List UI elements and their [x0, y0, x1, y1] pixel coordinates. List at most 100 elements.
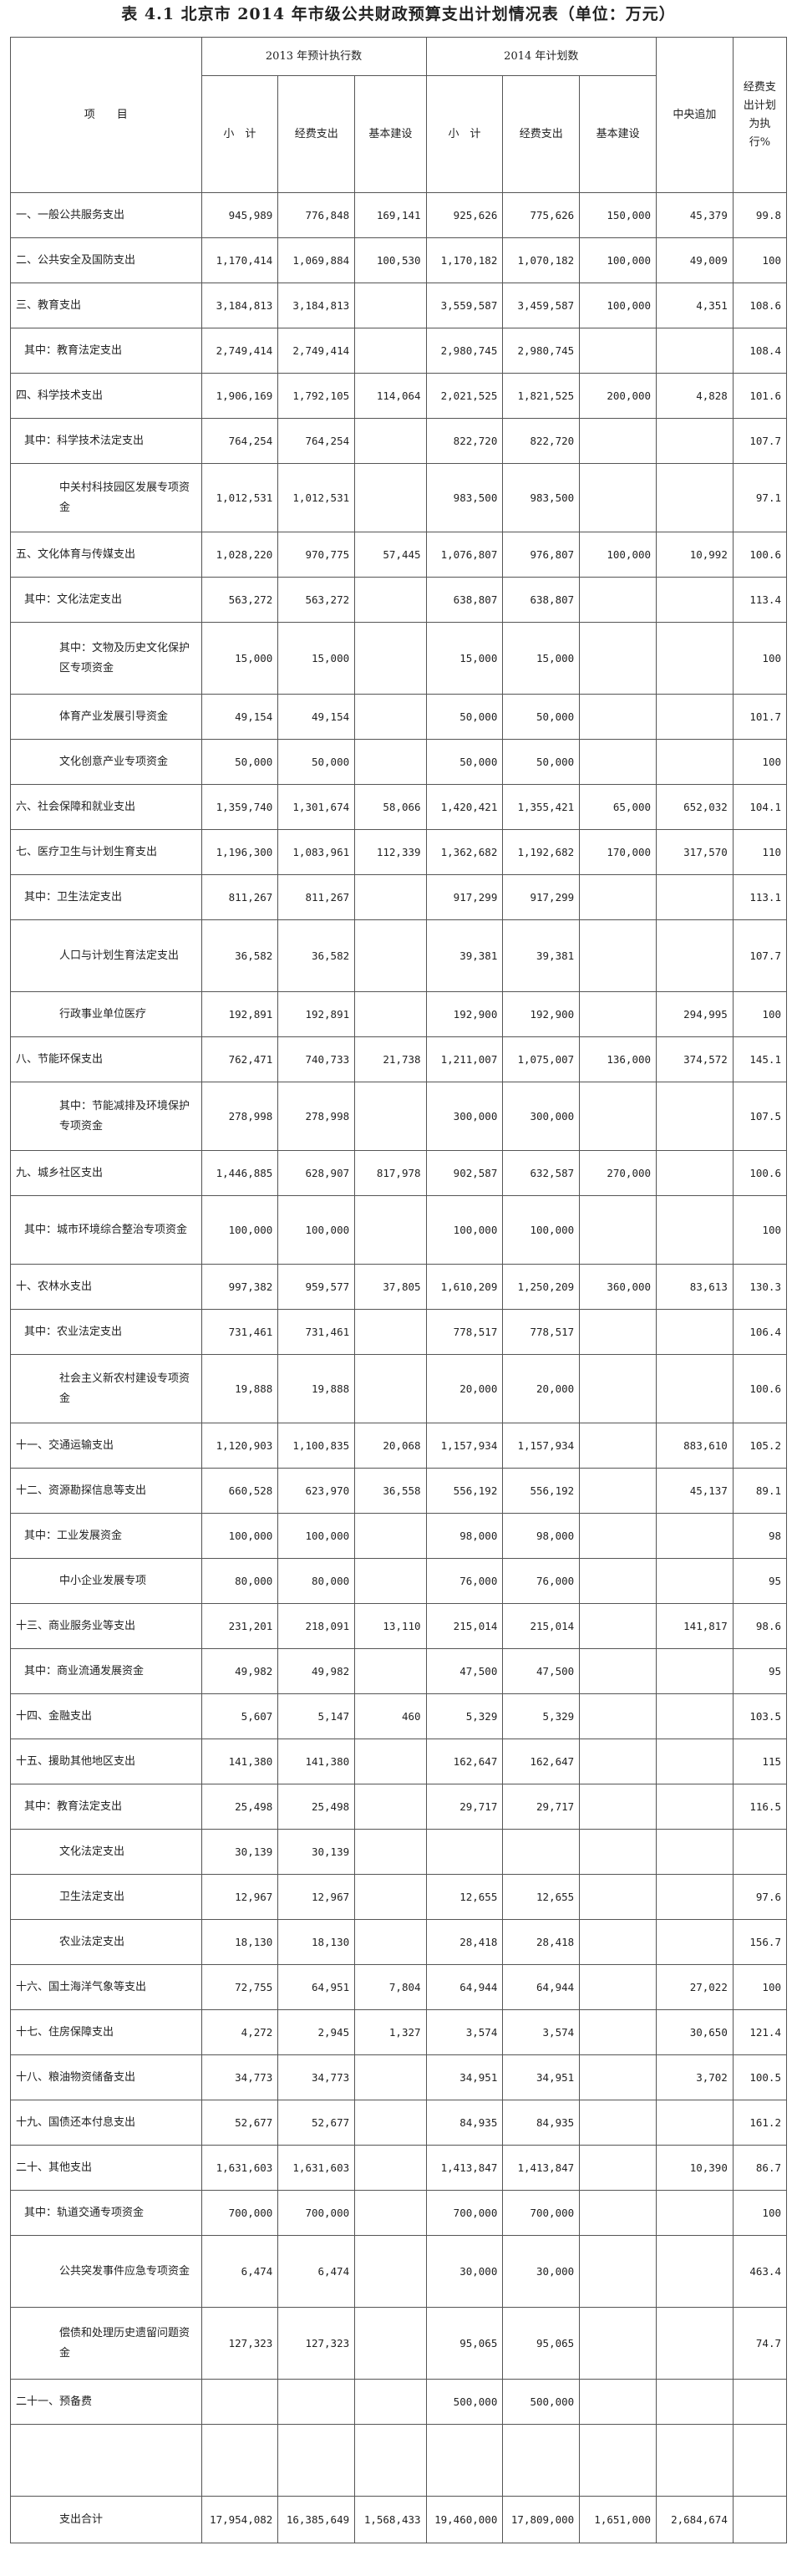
row-value: 141,380	[201, 1739, 279, 1784]
row-value: 76,000	[502, 1558, 581, 1604]
row-value	[579, 1423, 657, 1469]
row-value: 34,773	[201, 2054, 279, 2100]
row-value	[732, 1829, 788, 1875]
row-value: 83,613	[656, 1264, 734, 1310]
row-value	[656, 694, 734, 740]
header-2013-subtotal: 小 计	[201, 75, 279, 193]
row-value: 97.1	[732, 463, 788, 532]
table-row: 中小企业发展专项 80,000 80,000 76,000 76,000 95	[10, 1558, 788, 1604]
row-value	[354, 919, 427, 992]
row-value: 107.5	[732, 1082, 788, 1151]
row-value: 563,272	[201, 577, 279, 623]
row-value: 13,110	[354, 1603, 427, 1649]
table-row: 其中：卫生法定支出 811,267 811,267 917,299 917,299 113…	[10, 874, 788, 920]
row-value: 12,655	[502, 1874, 581, 1920]
row-value	[579, 1354, 657, 1423]
row-value	[579, 2009, 657, 2055]
row-value: 192,891	[277, 991, 356, 1037]
row-value: 169,141	[354, 192, 427, 238]
row-value: 34,773	[277, 2054, 356, 2100]
row-value	[579, 1309, 657, 1355]
row-value: 192,891	[201, 991, 279, 1037]
row-value: 19,460,000	[425, 2496, 504, 2543]
row-value	[579, 328, 657, 374]
table-row: 文化法定支出 30,139 30,139	[10, 1829, 788, 1875]
row-value	[579, 1829, 657, 1875]
row-value: 2,021,525	[425, 373, 504, 419]
row-label: 其中：商业流通发展资金	[10, 1648, 202, 1694]
table-row: 其中：工业发展资金 100,000 100,000 98,000 98,000 98	[10, 1513, 788, 1559]
row-value: 317,570	[656, 829, 734, 875]
row-value: 776,848	[277, 192, 356, 238]
header-2014-subtotal: 小 计	[425, 75, 504, 193]
row-value: 100,000	[425, 1195, 504, 1265]
row-value	[656, 1784, 734, 1830]
row-value	[354, 463, 427, 532]
row-value	[354, 2307, 427, 2380]
row-value	[354, 2235, 427, 2308]
row-value	[656, 874, 734, 920]
row-value: 6,474	[201, 2235, 279, 2308]
row-value: 902,587	[425, 1150, 504, 1196]
row-value	[656, 1829, 734, 1875]
row-value: 20,000	[425, 1354, 504, 1423]
row-value	[656, 1874, 734, 1920]
row-value: 1,211,007	[425, 1036, 504, 1082]
row-value: 7,804	[354, 1964, 427, 2010]
row-value: 19,888	[201, 1354, 279, 1423]
row-value: 36,582	[201, 919, 279, 992]
row-value	[502, 2424, 581, 2497]
row-value: 15,000	[201, 622, 279, 695]
row-label: 十九、国债还本付息支出	[10, 2100, 202, 2146]
header-row-1: 项 目 2013 年预计执行数 2014 年计划数 中央追加 经费支出计划为执行…	[10, 37, 788, 193]
row-value	[732, 2496, 788, 2543]
row-value: 1,362,682	[425, 829, 504, 875]
table-row: 其中：节能减排及环境保护专项资金 278,998 278,998 300,000 300…	[10, 1082, 788, 1151]
row-value: 52,677	[201, 2100, 279, 2146]
row-value: 731,461	[277, 1309, 356, 1355]
row-value	[656, 739, 734, 785]
row-value: 115	[732, 1739, 788, 1784]
row-label: 其中：文物及历史文化保护区专项资金	[10, 622, 202, 695]
row-value: 775,626	[502, 192, 581, 238]
row-value: 731,461	[201, 1309, 279, 1355]
row-value: 10,992	[656, 532, 734, 578]
row-value: 100	[732, 991, 788, 1037]
row-value: 1,070,182	[502, 237, 581, 283]
row-value: 100,000	[201, 1513, 279, 1559]
row-value	[354, 283, 427, 328]
row-value: 95	[732, 1648, 788, 1694]
row-value	[354, 1874, 427, 1920]
row-value: 700,000	[425, 2190, 504, 2236]
row-value	[579, 2235, 657, 2308]
row-value: 2,684,674	[656, 2496, 734, 2543]
table-row: 十六、国土海洋气象等支出 72,755 64,951 7,804 64,944 64,94…	[10, 1964, 788, 2010]
row-value	[354, 1513, 427, 1559]
row-value	[354, 1919, 427, 1965]
row-value: 1,069,884	[277, 237, 356, 283]
table-row: 十七、住房保障支出 4,272 2,945 1,327 3,574 3,574 30,650…	[10, 2009, 788, 2055]
row-value: 3,702	[656, 2054, 734, 2100]
row-value	[354, 1195, 427, 1265]
table-row: 其中：文化法定支出 563,272 563,272 638,807 638,807 113…	[10, 577, 788, 623]
table-row: 偿债和处理历史遗留问题资金 127,323 127,323 95,065 95,065 7…	[10, 2307, 788, 2380]
row-value: 231,201	[201, 1603, 279, 1649]
table-row: 社会主义新农村建设专项资金 19,888 19,888 20,000 20,000 100…	[10, 1354, 788, 1423]
table-row: 其中：轨道交通专项资金 700,000 700,000 700,000 700,000 1…	[10, 2190, 788, 2236]
row-value: 740,733	[277, 1036, 356, 1082]
row-value: 72,755	[201, 1964, 279, 2010]
row-value: 1,327	[354, 2009, 427, 2055]
row-value: 20,000	[502, 1354, 581, 1423]
table-row: 四、科学技术支出 1,906,169 1,792,105 114,064 2,021,5…	[10, 373, 788, 419]
row-value: 16,385,649	[277, 2496, 356, 2543]
table-row: 人口与计划生育法定支出 36,582 36,582 39,381 39,381 107.7	[10, 919, 788, 992]
header-2014: 2014 年计划数	[425, 37, 657, 76]
row-value	[656, 1150, 734, 1196]
row-value: 45,137	[656, 1468, 734, 1514]
row-value: 4,351	[656, 283, 734, 328]
row-value: 104.1	[732, 784, 788, 830]
row-value: 64,944	[425, 1964, 504, 2010]
table-row: 十三、商业服务业等支出 231,201 218,091 13,110 215,014 21…	[10, 1603, 788, 1649]
row-value: 30,650	[656, 2009, 734, 2055]
row-value	[656, 1309, 734, 1355]
